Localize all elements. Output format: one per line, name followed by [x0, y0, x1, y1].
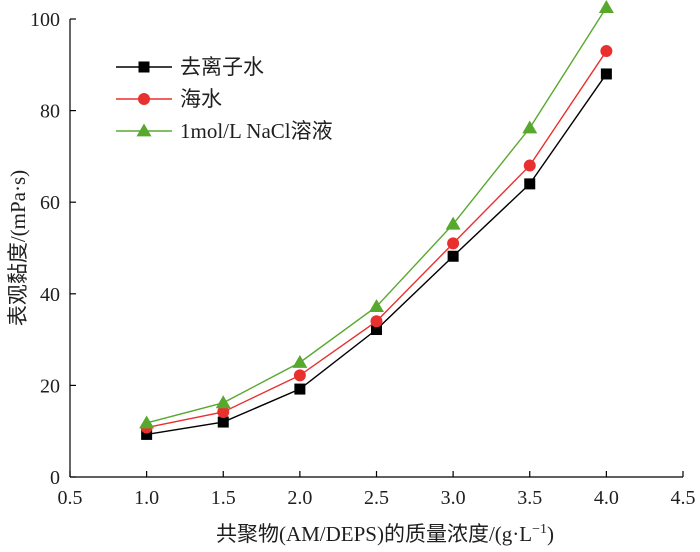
legend-marker [136, 123, 152, 137]
legend-label: 去离子水 [180, 55, 264, 79]
y-axis-title: 表观黏度/(mPa·s) [6, 170, 30, 326]
series-3-point [598, 0, 614, 13]
series-1-point [371, 324, 382, 336]
x-tick-label: 2.0 [287, 487, 312, 509]
x-tick-label: 1.0 [134, 487, 159, 509]
legend-marker [138, 93, 150, 105]
y-tick-label: 20 [40, 375, 60, 397]
series-2-point [447, 237, 460, 250]
x-axis-title-suffix: ) [547, 522, 554, 546]
y-tick-label: 0 [50, 467, 60, 489]
x-axis-title: 共聚物(AM/DEPS)的质量浓度/(g·L−1) [216, 522, 554, 546]
series-3-point [522, 120, 538, 134]
series-1-point [600, 68, 612, 80]
y-tick-label: 40 [40, 284, 60, 306]
legend-marker [138, 61, 150, 73]
series-3-point [369, 299, 384, 313]
x-tick-label: 1.5 [211, 487, 236, 509]
x-axis-title-main: 共聚物(AM/DEPS)的质量浓度/(g·L [216, 522, 532, 546]
axes [69, 19, 683, 478]
legend-item-3: 1mol/L NaCl溶液 [116, 119, 333, 143]
x-tick-label: 4.5 [671, 487, 696, 509]
legend-item-2: 海水 [116, 87, 222, 111]
series-3-point [292, 355, 308, 368]
x-tick-label: 3.0 [441, 487, 466, 509]
series-1-point [217, 416, 229, 428]
legend-item-1: 去离子水 [116, 55, 264, 79]
x-axis-title-superscript: −1 [532, 522, 547, 537]
ticks: 0.5 1.0 1.5 2.0 2.5 3.0 3.5 4.0 4.5 0 20 40 60 80 100 [30, 9, 696, 509]
legend-label: 1mol/L NaCl溶液 [180, 119, 333, 143]
series-1-point [524, 178, 536, 190]
series-2-point [217, 405, 230, 418]
x-tick-label: 4.0 [594, 487, 619, 509]
legend-label: 海水 [180, 87, 222, 111]
series-3-point [139, 415, 155, 429]
y-tick-label: 60 [40, 192, 60, 214]
x-tick-label: 3.5 [517, 487, 542, 509]
series-2-point [370, 315, 383, 328]
series-2-point [523, 159, 536, 172]
series-2-point [293, 369, 306, 382]
series-3-point [215, 395, 231, 409]
series [139, 0, 614, 440]
series-1-point [141, 428, 153, 440]
series-2-point [600, 45, 613, 58]
series-1-point [447, 250, 459, 262]
x-tick-label: 2.5 [364, 487, 389, 509]
series-3-point [445, 216, 461, 230]
y-tick-label: 80 [40, 101, 60, 123]
series-1-point [294, 383, 306, 395]
y-tick-label: 100 [30, 9, 60, 31]
x-tick-label: 0.5 [58, 487, 83, 509]
